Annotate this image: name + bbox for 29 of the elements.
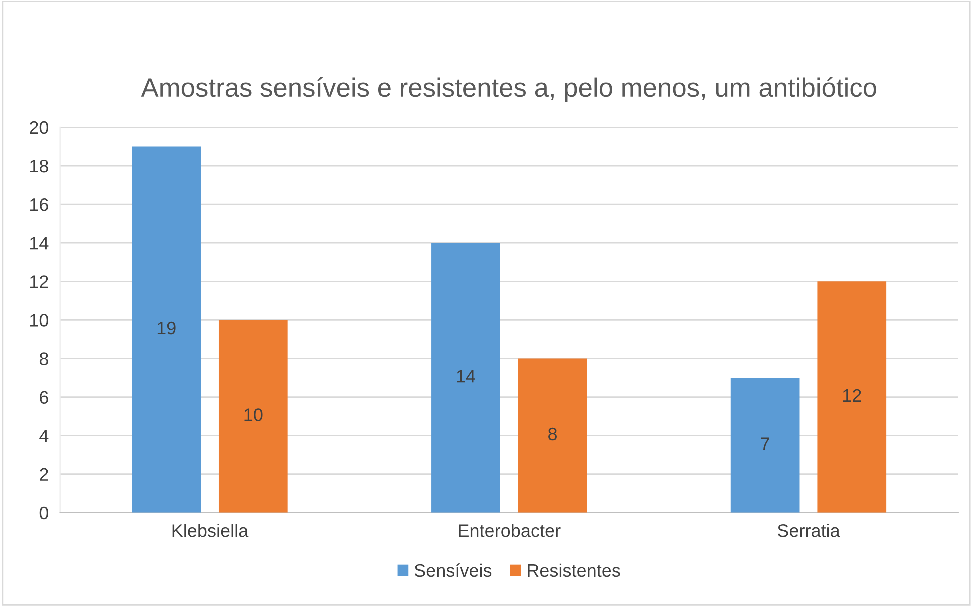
y-tick-label: 0 bbox=[40, 506, 49, 520]
y-tick-label: 12 bbox=[30, 276, 48, 288]
data-label: 7 bbox=[761, 438, 770, 450]
bar bbox=[818, 282, 887, 513]
y-tick-label: 8 bbox=[40, 352, 48, 366]
legend-label: Resistentes bbox=[528, 564, 620, 578]
chart-title: Amostras sensíveis e resistentes a, pelo menos, um antibiótico bbox=[141, 77, 876, 102]
data-label: 12 bbox=[843, 389, 862, 402]
bar bbox=[132, 146, 202, 513]
y-tick-label: 6 bbox=[40, 391, 48, 404]
data-label: 14 bbox=[457, 370, 476, 383]
x-tick-label: Serratia bbox=[778, 524, 840, 538]
y-tick-label: 10 bbox=[30, 314, 49, 327]
y-tick-label: 16 bbox=[30, 198, 48, 212]
y-tick-label: 18 bbox=[30, 160, 48, 173]
legend-label: Sensíveis bbox=[414, 564, 492, 578]
bar bbox=[518, 358, 588, 513]
x-tick-label: Klebsiella bbox=[172, 524, 249, 538]
data-label: 8 bbox=[548, 428, 558, 441]
data-label: 19 bbox=[158, 322, 176, 335]
bar bbox=[432, 243, 500, 513]
y-tick-label: 20 bbox=[30, 121, 49, 134]
y-tick-label: 4 bbox=[40, 430, 49, 442]
x-tick-label: Enterobacter bbox=[459, 524, 561, 538]
bar bbox=[218, 320, 288, 513]
y-tick-label: 2 bbox=[40, 468, 48, 481]
data-label: 10 bbox=[244, 408, 263, 422]
bar bbox=[730, 378, 800, 513]
y-tick-label: 14 bbox=[30, 237, 49, 250]
